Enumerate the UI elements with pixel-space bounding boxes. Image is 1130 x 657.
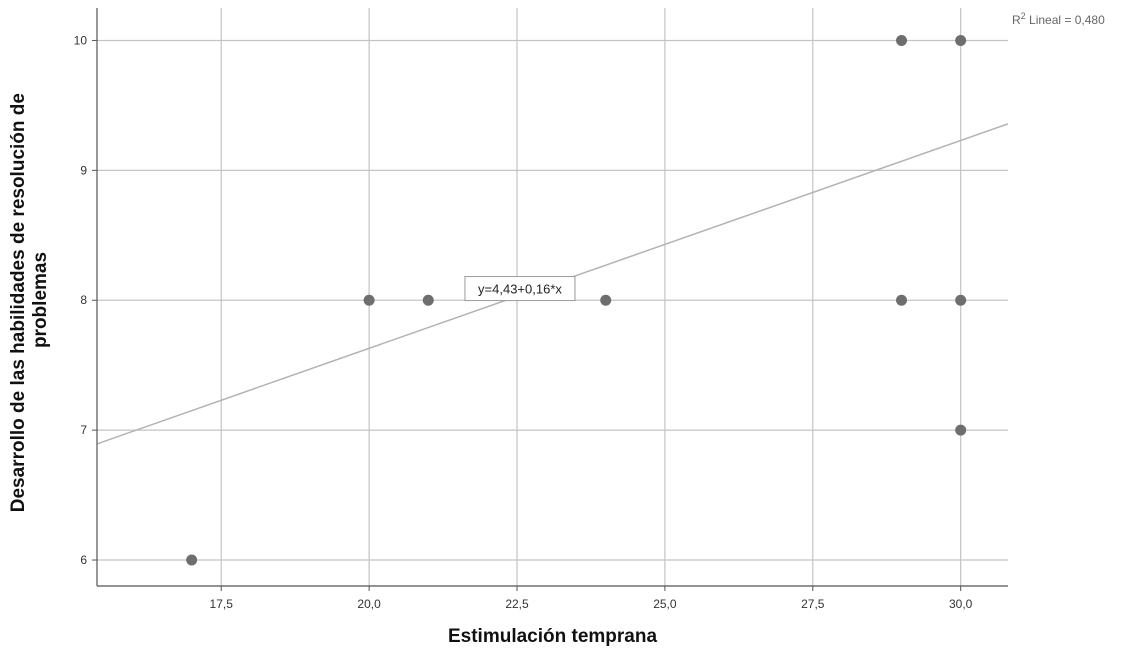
data-point — [955, 34, 967, 46]
data-point — [896, 34, 908, 46]
data-points — [186, 34, 967, 566]
fit-equation-text: y=4,43+0,16*x — [478, 282, 562, 297]
y-axis-title-line-2: problemas — [30, 252, 51, 348]
x-tick-label: 27,5 — [801, 597, 825, 611]
fit-equation-label: y=4,43+0,16*x — [464, 276, 576, 302]
data-point — [186, 554, 198, 566]
r-squared-label: R2 Lineal = 0,480 — [1012, 11, 1105, 27]
x-tick-label: 17,5 — [210, 597, 234, 611]
data-point — [955, 424, 967, 436]
data-point — [600, 294, 612, 306]
r-squared-sup: 2 — [1021, 11, 1026, 21]
y-tick-labels: 6 7 8 9 10 — [74, 33, 97, 567]
y-tick-label: 8 — [80, 293, 87, 307]
y-axis-title-line-1: Desarrollo de las habilidades de resoluc… — [8, 93, 29, 512]
data-point — [955, 294, 967, 306]
x-tick-label: 22,5 — [505, 597, 529, 611]
y-tick-label: 10 — [74, 33, 88, 47]
x-tick-label: 30,0 — [949, 597, 973, 611]
x-tick-label: 25,0 — [653, 597, 677, 611]
data-point — [896, 294, 908, 306]
data-point — [422, 294, 434, 306]
fit-equation-box — [464, 276, 576, 302]
y-axis-title: Desarrollo de las habilidades de resoluc… — [8, 88, 51, 512]
x-tick-label: 20,0 — [357, 597, 381, 611]
data-point — [363, 294, 375, 306]
x-tick-labels: 17,5 20,0 22,5 25,0 27,5 30,0 — [210, 586, 973, 611]
y-tick-label: 6 — [80, 553, 87, 567]
y-tick-label: 9 — [80, 163, 87, 177]
r-squared-value: Lineal = 0,480 — [1026, 13, 1105, 27]
y-tick-label: 7 — [80, 423, 87, 437]
r-squared-prefix: R — [1012, 13, 1021, 27]
x-gridlines — [220, 8, 962, 586]
x-axis-title: Estimulación temprana — [448, 626, 657, 647]
